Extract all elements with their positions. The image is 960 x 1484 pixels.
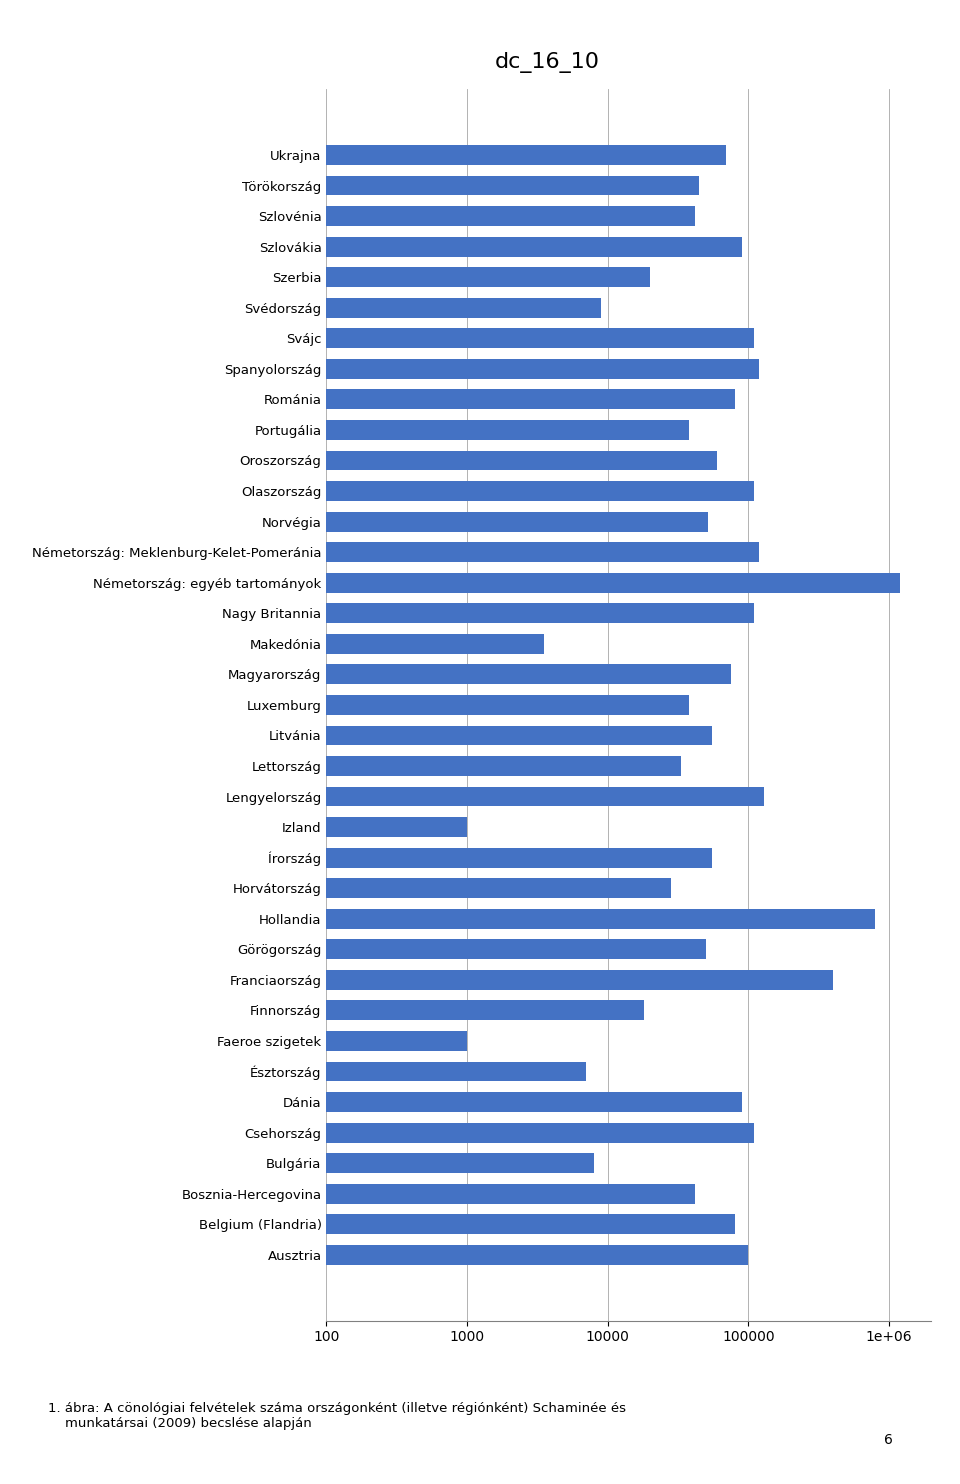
Bar	[0, 451, 717, 470]
Bar	[0, 755, 681, 776]
Bar	[0, 175, 700, 196]
Bar	[0, 879, 670, 898]
Bar	[0, 1061, 586, 1082]
Bar	[0, 1245, 748, 1264]
Bar	[0, 1123, 754, 1143]
Bar	[0, 328, 754, 349]
Bar	[0, 236, 742, 257]
Bar	[0, 1031, 467, 1051]
Bar	[0, 542, 759, 562]
Bar	[0, 726, 711, 745]
Bar	[0, 971, 833, 990]
Bar	[0, 481, 754, 502]
Bar	[0, 1184, 695, 1204]
Bar	[0, 573, 900, 592]
Bar	[0, 389, 734, 410]
Bar	[0, 267, 650, 286]
Text: 6: 6	[884, 1434, 893, 1447]
Bar	[0, 1092, 742, 1112]
Text: 1. ábra: A cönológiai felvételek száma országonként (illetve régiónként) Schamin: 1. ábra: A cönológiai felvételek száma o…	[48, 1402, 626, 1431]
Bar	[0, 512, 708, 531]
Bar	[0, 818, 467, 837]
Bar	[0, 634, 543, 654]
Bar	[0, 1153, 594, 1174]
Bar	[0, 1214, 734, 1235]
Text: dc_16_10: dc_16_10	[494, 52, 600, 73]
Bar	[0, 420, 689, 439]
Bar	[0, 604, 754, 623]
Bar	[0, 939, 706, 959]
Bar	[0, 1000, 643, 1021]
Bar	[0, 206, 695, 226]
Bar	[0, 908, 876, 929]
Bar	[0, 695, 689, 715]
Bar	[0, 847, 711, 868]
Bar	[0, 145, 727, 165]
Bar	[0, 298, 601, 318]
Bar	[0, 359, 759, 378]
Bar	[0, 665, 731, 684]
Bar	[0, 787, 764, 806]
